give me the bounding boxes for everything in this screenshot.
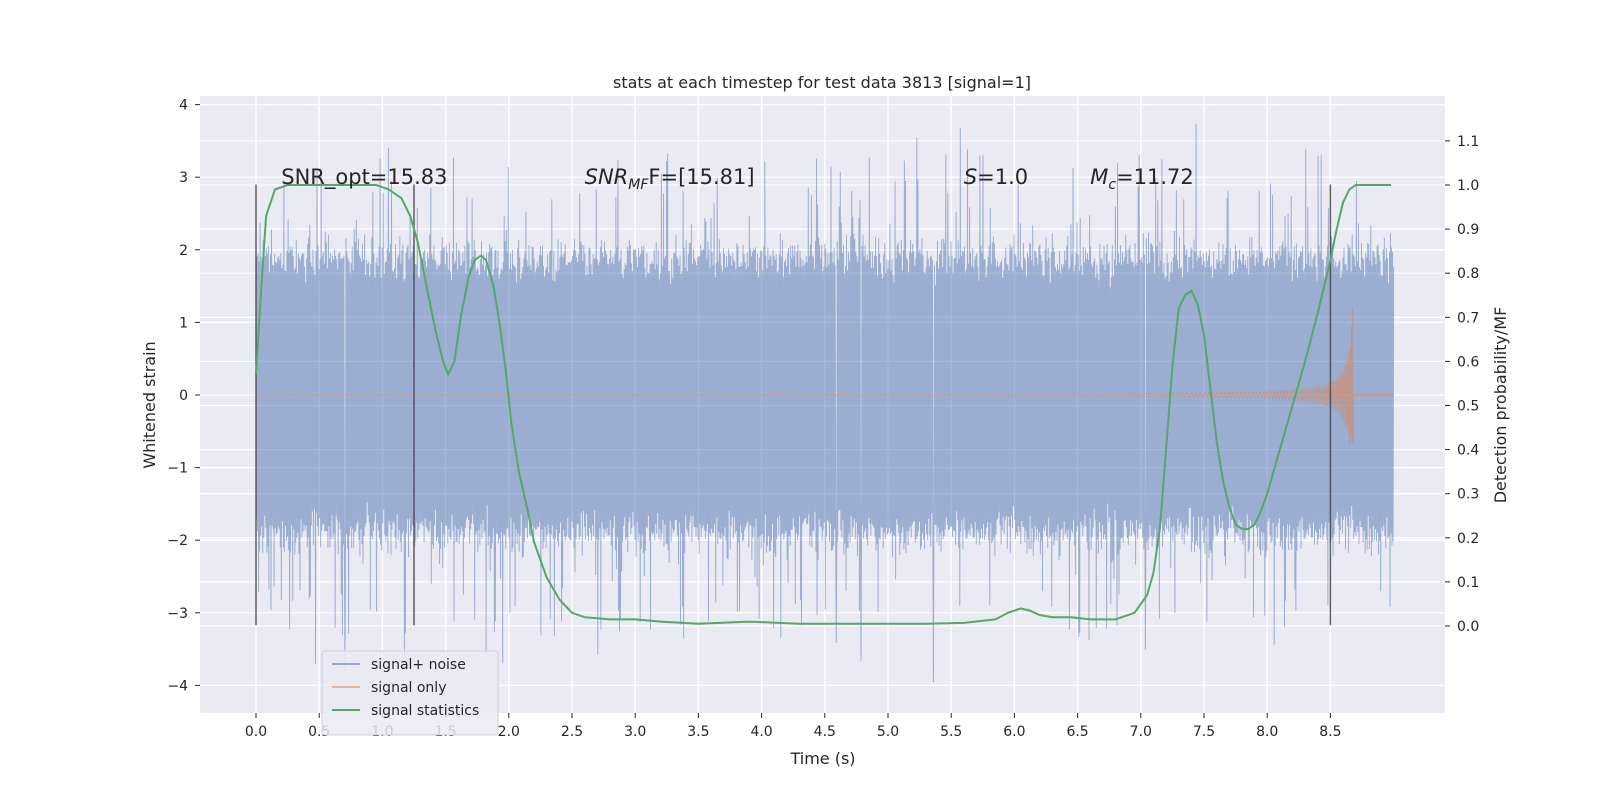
y-right-tick-label: 0.0 (1457, 619, 1479, 635)
y-right-tick-label: 1.0 (1457, 178, 1479, 194)
y-left-tick-label: 4 (179, 98, 188, 114)
legend-label-signal-statistics: signal statistics (371, 703, 479, 719)
y-ticks-left: 4 3 2 1 0 −1 −2 −3 −4 (167, 98, 200, 694)
annotation-2: S=1.0 (964, 165, 1028, 189)
annotation-3: Mc=11.72 (1090, 165, 1194, 193)
annotation-0: SNR_opt=15.83 (281, 165, 447, 190)
chart-title: stats at each timestep for test data 381… (613, 73, 1031, 92)
y-right-tick-label: 0.5 (1457, 399, 1479, 415)
y-right-tick-label: 0.9 (1457, 222, 1479, 238)
x-tick-label: 5.0 (877, 724, 899, 740)
x-axis-label: Time (s) (789, 749, 855, 768)
x-tick-label: 7.0 (1130, 724, 1152, 740)
y-left-tick-label: −4 (167, 678, 188, 694)
y-right-tick-label: 0.2 (1457, 531, 1479, 547)
y-left-tick-label: 1 (179, 315, 188, 331)
legend-label-signal-noise: signal+ noise (371, 657, 466, 673)
x-tick-label: 2.5 (561, 724, 583, 740)
signal-noise-line (255, 123, 1395, 683)
y-right-tick-label: 1.1 (1457, 134, 1479, 150)
x-tick-label: 6.5 (1066, 724, 1088, 740)
x-tick-label: 4.5 (814, 724, 836, 740)
y-left-tick-label: 3 (179, 170, 188, 186)
x-tick-label: 8.5 (1319, 724, 1341, 740)
x-tick-label: 3.0 (624, 724, 646, 740)
x-tick-label: 7.5 (1193, 724, 1215, 740)
annotations: SNR_opt=15.83 SNRMFF=[15.81] S=1.0 Mc=11.72 (281, 165, 1194, 193)
series-signal-noise (255, 123, 1395, 683)
x-tick-label: 0.0 (245, 724, 267, 740)
y-right-tick-label: 0.1 (1457, 575, 1479, 591)
signal-only-line (256, 306, 1395, 446)
y-left-tick-label: −2 (167, 533, 188, 549)
y-left-tick-label: 2 (179, 243, 188, 259)
y-right-tick-label: 0.7 (1457, 310, 1479, 326)
x-tick-label: 3.5 (687, 724, 709, 740)
x-tick-label: 6.0 (1003, 724, 1025, 740)
series-signal-only (256, 306, 1395, 446)
x-tick-label: 2.0 (498, 724, 520, 740)
x-tick-label: 4.0 (750, 724, 772, 740)
signal-statistics-line (255, 184, 1392, 625)
annotation-1: SNRMFF=[15.81] (585, 165, 755, 193)
y-axis-label-right: Detection probability/MF (1491, 307, 1510, 504)
y-left-tick-label: −3 (167, 606, 188, 622)
x-tick-label: 8.0 (1256, 724, 1278, 740)
legend: signal+ noise signal only signal statist… (321, 650, 499, 736)
y-right-tick-label: 0.6 (1457, 354, 1479, 370)
y-right-tick-label: 0.3 (1457, 487, 1479, 503)
x-tick-label: 5.5 (940, 724, 962, 740)
series-signal-statistics (255, 184, 1392, 625)
y-right-tick-label: 0.4 (1457, 443, 1479, 459)
y-left-tick-label: −1 (167, 461, 188, 477)
x-ticks: 0.00.51.01.52.02.53.03.54.04.55.05.56.06… (245, 713, 1342, 740)
legend-label-signal-only: signal only (371, 680, 446, 696)
legend-box (321, 650, 499, 736)
y-axis-label-left: Whitened strain (140, 341, 159, 468)
y-left-tick-label: 0 (179, 388, 188, 404)
y-ticks-right: 1.1 1.0 0.9 0.8 0.7 0.6 0.5 0.4 0.3 0.2 0.1 0.0 (1445, 134, 1479, 635)
y-right-tick-label: 0.8 (1457, 266, 1479, 282)
